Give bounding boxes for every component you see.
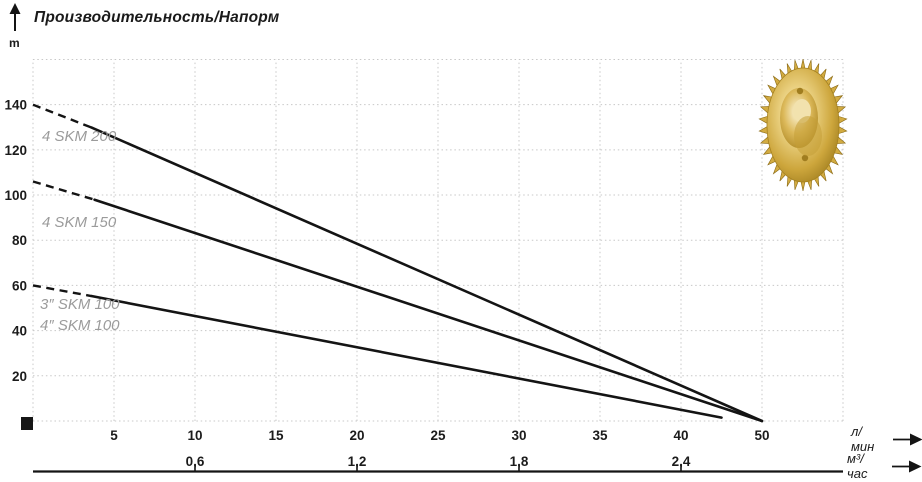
- secondary-x-tick-label: 1,8: [510, 454, 529, 469]
- up-arrow-icon: [9, 3, 21, 31]
- x-tick-label: 35: [592, 428, 608, 443]
- right-arrow-icon: [892, 460, 922, 472]
- series-label-4skm100: 4″ SKM 100: [40, 317, 120, 334]
- primary-x-axis-unit: л/мин: [851, 424, 922, 454]
- y-axis-unit-label: m: [9, 36, 20, 50]
- m3h-unit-label: м³/час: [847, 451, 868, 481]
- y-tick-label: 120: [4, 143, 27, 158]
- x-tick-label: 10: [187, 428, 202, 443]
- secondary-x-tick-label: 2,4: [672, 454, 691, 469]
- curve-solid-segment: [93, 198, 764, 423]
- x-tick-label: 25: [430, 428, 446, 443]
- secondary-x-axis-unit: м³/час: [847, 451, 922, 481]
- y-tick-label: 140: [4, 98, 27, 113]
- y-tick-label: 80: [12, 233, 27, 248]
- curve-solid-segment: [90, 126, 764, 423]
- secondary-x-tick-label: 0,6: [186, 454, 205, 469]
- chart-title: Производительность/Напорм: [34, 9, 280, 26]
- series-label-4skm200: 4 SKM 200: [42, 128, 117, 145]
- x-tick-label: 5: [110, 428, 118, 443]
- y-tick-label: 100: [4, 188, 27, 203]
- y-tick-label: 40: [12, 324, 27, 339]
- x-tick-label: 15: [268, 428, 284, 443]
- secondary-x-tick-label: 1,2: [348, 454, 367, 469]
- x-tick-label: 40: [673, 428, 688, 443]
- curve-dashed-segment: [32, 284, 92, 298]
- right-arrow-icon: [892, 433, 922, 445]
- impeller-image: [758, 58, 848, 192]
- lmin-unit-label: л/мин: [851, 424, 875, 454]
- y-tick-label: 20: [12, 369, 27, 384]
- x-tick-label: 20: [349, 428, 364, 443]
- series-label-3skm100: 3″ SKM 100: [40, 296, 120, 313]
- curve-dashed-segment: [32, 180, 95, 201]
- series-label-4skm150: 4 SKM 150: [42, 214, 117, 231]
- y-tick-label: 60: [12, 278, 27, 293]
- origin-marker: [21, 417, 33, 430]
- curve-solid-segment: [90, 294, 723, 419]
- x-tick-label: 50: [754, 428, 769, 443]
- impeller-teeth: [758, 58, 848, 192]
- x-tick-label: 30: [511, 428, 526, 443]
- curve-dashed-segment: [32, 103, 92, 129]
